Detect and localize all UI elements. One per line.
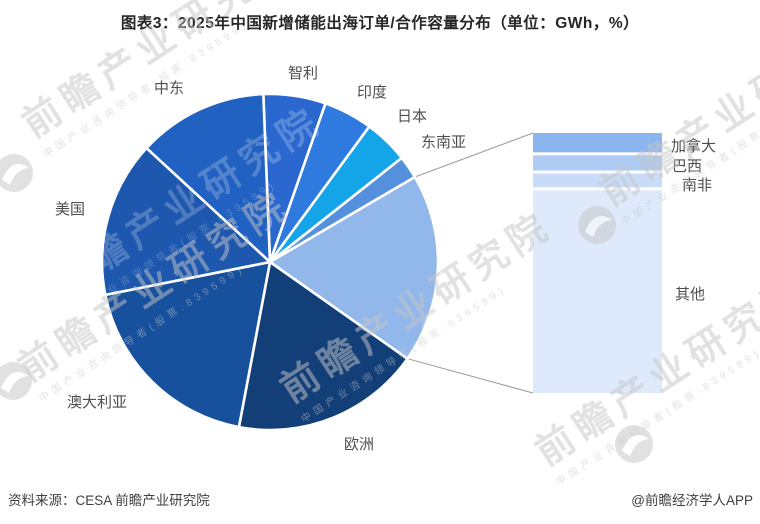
pie-label-chile: 智利 bbox=[288, 65, 319, 82]
bar-label-brazil: 巴西 bbox=[672, 158, 703, 175]
breakout-leader-line bbox=[407, 358, 534, 394]
bar-segment-0 bbox=[533, 133, 662, 153]
chart-title: 图表3：2025年中国新增储能出海订单/合作容量分布（单位：GWh，%） bbox=[120, 15, 640, 32]
pie-slice-5 bbox=[237, 260, 409, 432]
pie-label-australia: 澳大利亚 bbox=[67, 394, 128, 411]
bar-label-other: 其他 bbox=[675, 286, 706, 303]
pie-label-middle-east: 中东 bbox=[154, 80, 185, 97]
pie-label-southeast-asia: 东南亚 bbox=[421, 134, 467, 151]
pie-slice-4 bbox=[268, 175, 440, 360]
breakout-leader-line bbox=[414, 132, 534, 178]
pie-slice-7 bbox=[100, 146, 272, 297]
bar-segment-2 bbox=[533, 173, 662, 188]
bar-segment-3 bbox=[533, 190, 662, 393]
pie-label-japan: 日本 bbox=[397, 108, 428, 125]
bar-segment-1 bbox=[533, 155, 662, 171]
source-note: 资料来源：CESA 前瞻产业研究院 bbox=[8, 493, 210, 508]
pie-slice-8 bbox=[145, 92, 272, 264]
pie-label-india: 印度 bbox=[357, 84, 388, 101]
bar-label-canada: 加拿大 bbox=[671, 138, 717, 155]
pie-label-usa: 美国 bbox=[55, 201, 86, 218]
pie-slice-6 bbox=[104, 260, 272, 429]
pie-label-europe: 欧洲 bbox=[344, 436, 375, 453]
brand-credit: @前瞻经济学人APP bbox=[631, 493, 753, 508]
bar-label-south-africa: 南非 bbox=[682, 177, 713, 194]
